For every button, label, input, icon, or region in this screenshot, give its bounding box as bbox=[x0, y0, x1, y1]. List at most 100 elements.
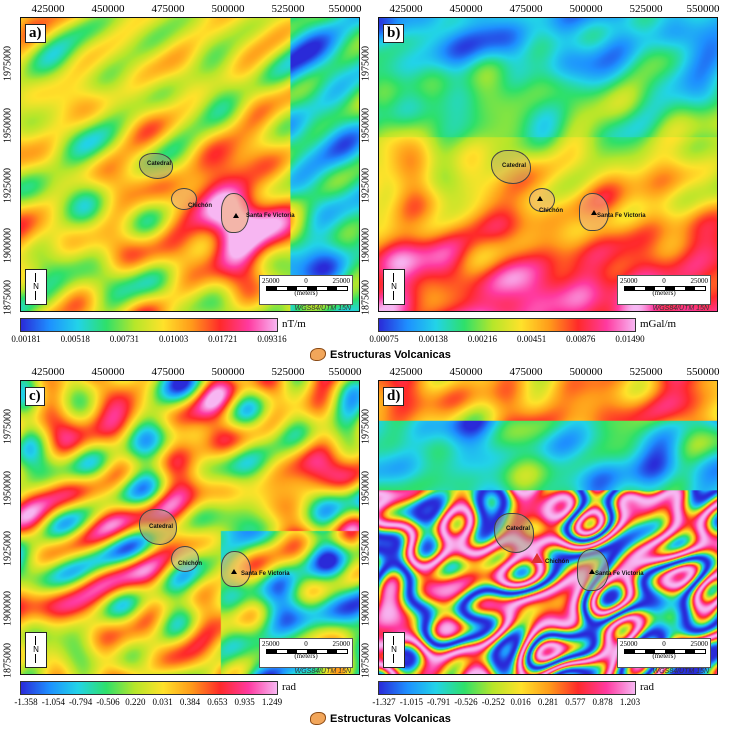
volcano-outline-catedral bbox=[491, 150, 531, 184]
north-arrow-icon: N bbox=[383, 269, 405, 305]
volcanic-structure-icon bbox=[310, 348, 326, 361]
colorbar-tick-label: 0.653 bbox=[207, 697, 228, 707]
volcano-label: Chichón bbox=[545, 559, 569, 565]
colorbar-tick-label: -0.252 bbox=[481, 697, 505, 707]
volcanic-structure-icon bbox=[310, 712, 326, 725]
y-tick-label: 1975000 bbox=[360, 409, 372, 444]
volcano-marker-icon bbox=[537, 196, 543, 201]
panel-label: c) bbox=[25, 387, 45, 406]
colorbar-a bbox=[20, 318, 278, 332]
x-tick-label: 450000 bbox=[91, 366, 125, 378]
y-tick-label: 1950000 bbox=[2, 108, 14, 143]
map-raster-d bbox=[379, 381, 717, 674]
y-tick-label: 1925000 bbox=[360, 168, 372, 203]
colorbar-c bbox=[20, 681, 278, 695]
colorbar-tick-label: 0.00876 bbox=[566, 334, 596, 344]
y-tick-label: 1975000 bbox=[2, 46, 14, 81]
x-tick-label: 500000 bbox=[569, 366, 603, 378]
y-tick-label: 1925000 bbox=[2, 168, 14, 203]
legend: Estructuras Volcanicas bbox=[310, 712, 451, 725]
colorbar-tick-label: 0.577 bbox=[565, 697, 586, 707]
colorbar-b bbox=[378, 318, 636, 332]
colorbar-tick-label: 0.00451 bbox=[516, 334, 547, 344]
map-raster-a bbox=[21, 18, 359, 311]
volcano-label: Santa Fe Victoria bbox=[597, 213, 646, 219]
x-tick-label: 525000 bbox=[271, 3, 305, 15]
volcano-label: Catedral bbox=[502, 163, 527, 169]
scale-bar: 25000 0 25000 (meters) bbox=[617, 638, 711, 668]
colorbar-tick-label: 0.00075 bbox=[369, 334, 399, 344]
map-panel-a: a) Catedral Chichón Santa Fe Victoria N … bbox=[20, 17, 360, 312]
y-tick-label: 1875000 bbox=[360, 280, 372, 315]
north-arrow-icon: N bbox=[383, 632, 405, 668]
colorbar-tick-label: -1.054 bbox=[41, 697, 65, 707]
colorbar-tick-label: 0.01490 bbox=[615, 334, 645, 344]
colorbar-tick-label: -1.327 bbox=[372, 697, 396, 707]
volcano-label: Santa Fe Victoria bbox=[246, 213, 295, 219]
y-tick-label: 1900000 bbox=[2, 591, 14, 626]
x-tick-label: 525000 bbox=[271, 366, 305, 378]
volcano-label: Chichón bbox=[188, 203, 212, 209]
scale-bar: 25000 0 25000 (meters) bbox=[617, 275, 711, 305]
x-tick-label: 500000 bbox=[211, 366, 245, 378]
volcano-label: Santa Fe Victoria bbox=[241, 571, 290, 577]
legend-label: Estructuras Volcanicas bbox=[330, 712, 451, 725]
volcano-label: Catedral bbox=[147, 161, 172, 167]
x-tick-label: 425000 bbox=[31, 3, 65, 15]
colorbar-tick-label: 0.01003 bbox=[158, 334, 189, 344]
volcano-outline-chichon bbox=[171, 546, 199, 572]
colorbar-tick-label: 0.016 bbox=[510, 697, 531, 707]
north-arrow-icon: N bbox=[25, 632, 47, 668]
x-tick-label: 450000 bbox=[449, 366, 483, 378]
colorbar-tick-label: 0.00216 bbox=[467, 334, 498, 344]
x-tick-label: 450000 bbox=[91, 3, 125, 15]
y-tick-label: 1950000 bbox=[2, 471, 14, 506]
map-panel-d: d) Catedral Chichón Santa Fe Victoria N … bbox=[378, 380, 718, 675]
x-tick-label: 450000 bbox=[449, 3, 483, 15]
x-tick-label: 475000 bbox=[509, 366, 543, 378]
legend-label: Estructuras Volcanicas bbox=[330, 348, 451, 361]
colorbar-tick-label: -0.794 bbox=[69, 697, 93, 707]
x-tick-label: 425000 bbox=[389, 366, 423, 378]
x-tick-label: 550000 bbox=[686, 366, 720, 378]
colorbar-tick-label: -1.015 bbox=[399, 697, 423, 707]
y-tick-label: 1975000 bbox=[2, 409, 14, 444]
colorbar-tick-label: 1.203 bbox=[619, 697, 641, 707]
volcano-marker-icon bbox=[591, 210, 597, 215]
colorbar-tick-label: 0.00731 bbox=[109, 334, 140, 344]
colorbar-unit: rad bbox=[282, 681, 297, 693]
volcano-marker-icon bbox=[233, 213, 239, 218]
volcano-label: Chichón bbox=[178, 561, 202, 567]
y-tick-label: 1950000 bbox=[360, 471, 372, 506]
colorbar-tick-label: 0.09316 bbox=[257, 334, 287, 344]
legend: Estructuras Volcanicas bbox=[310, 348, 451, 361]
colorbar-tick-label: 0.281 bbox=[537, 697, 559, 707]
volcano-marker-icon bbox=[231, 569, 237, 574]
map-panel-c: c) Catedral Chichón Santa Fe Victoria N … bbox=[20, 380, 360, 675]
volcano-outline-catedral bbox=[139, 153, 173, 179]
x-tick-label: 475000 bbox=[509, 3, 543, 15]
colorbar-d bbox=[378, 681, 636, 695]
y-tick-label: 1950000 bbox=[360, 108, 372, 143]
panel-label: a) bbox=[25, 24, 46, 43]
colorbar-tick-label: -0.506 bbox=[96, 697, 120, 707]
y-tick-label: 1875000 bbox=[360, 643, 372, 678]
panel-label: d) bbox=[383, 387, 405, 406]
colorbar-tick-label: -1.358 bbox=[14, 697, 38, 707]
volcano-outline-santa-fe bbox=[577, 549, 609, 591]
y-tick-label: 1900000 bbox=[360, 228, 372, 263]
volcano-marker-icon bbox=[531, 553, 543, 563]
volcano-label: Catedral bbox=[149, 524, 174, 530]
map-raster-b bbox=[379, 18, 717, 311]
volcano-marker-icon bbox=[589, 569, 595, 574]
crs-label: WGS84/UTM 15N bbox=[652, 668, 709, 675]
y-tick-label: 1875000 bbox=[2, 643, 14, 678]
y-tick-label: 1900000 bbox=[360, 591, 372, 626]
x-tick-label: 475000 bbox=[151, 366, 185, 378]
crs-label: WGS84/UTM 15N bbox=[294, 305, 351, 312]
scale-bar: 25000 0 25000 (meters) bbox=[259, 275, 353, 305]
y-tick-label: 1900000 bbox=[2, 228, 14, 263]
volcano-outline-catedral bbox=[139, 509, 177, 545]
colorbar-unit: nT/m bbox=[282, 318, 306, 330]
x-tick-label: 425000 bbox=[31, 366, 65, 378]
